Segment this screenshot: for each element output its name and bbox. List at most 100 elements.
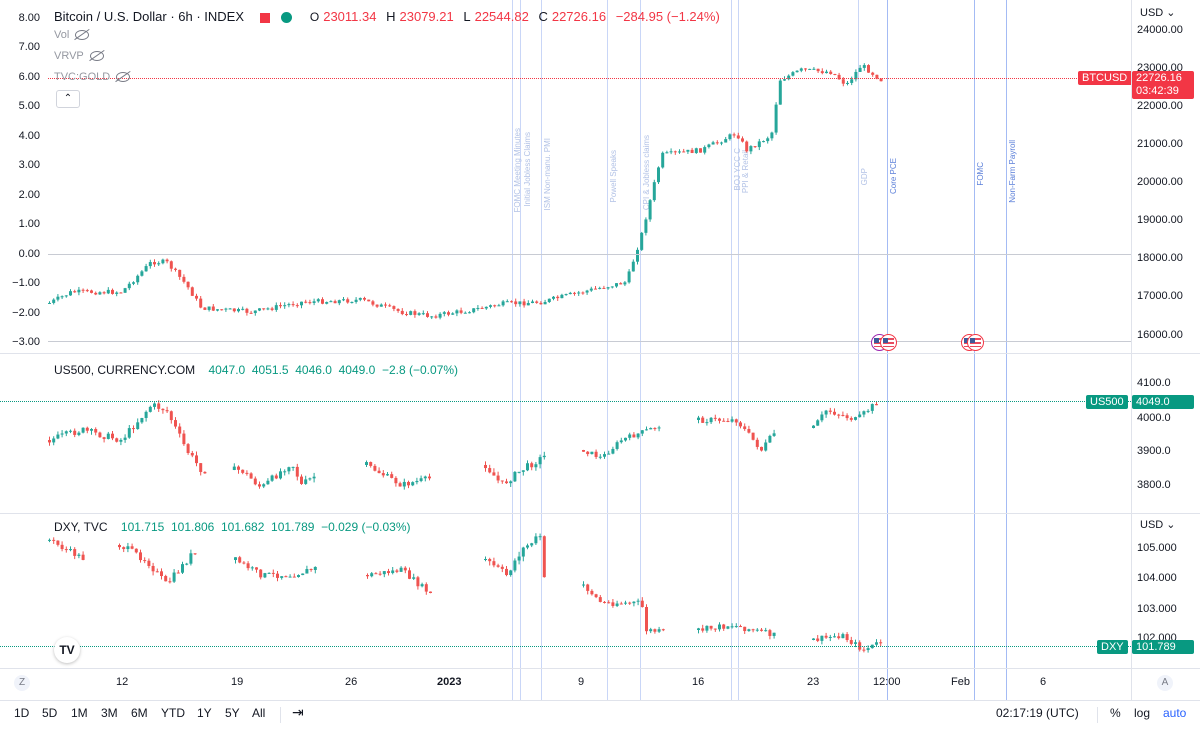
percent-scale-button[interactable]: % [1110,706,1121,720]
candle-body [496,565,500,567]
range-5d-button[interactable]: 5D [42,706,58,720]
candle-body [743,426,747,430]
market-status-icon[interactable] [281,12,293,24]
range-1d-button[interactable]: 1D [14,706,30,720]
candle-body [102,437,106,439]
candle-body [764,630,768,632]
us500-title[interactable]: US500, CURRENCY.COM [54,363,196,377]
x-axis-label: Feb [951,676,970,688]
candle-body [232,466,236,470]
range-3m-button[interactable]: 3M [101,706,118,720]
candle-body [739,626,742,628]
goto-date-icon[interactable]: ⇥ [292,704,304,720]
candle-body [73,291,77,293]
pane-divider[interactable] [0,513,1200,514]
candle-body [816,638,820,641]
candle-body [288,576,292,578]
eye-hidden-icon[interactable] [89,51,104,61]
candle-body [77,554,81,556]
log-scale-button[interactable]: log [1134,706,1151,720]
eye-hidden-icon[interactable] [75,30,90,40]
candle-body [820,635,824,641]
currency-dropdown[interactable]: USD ⌄ [1140,6,1176,19]
indicator-name: VRVP [54,50,84,62]
candle-body [718,624,721,630]
candle-body [845,415,849,419]
candle-body [123,288,127,293]
candle-body [513,471,517,482]
candle-body [497,305,501,307]
candle-body [828,410,832,412]
right-axis-label: 17000.00 [1137,290,1183,302]
candle-body [624,602,627,604]
symbol-color-swatch[interactable] [259,12,270,23]
range-1y-button[interactable]: 1Y [197,706,212,720]
candle-body [833,411,836,415]
candle-body [151,565,155,572]
candle-body [237,466,240,470]
event-line [731,0,732,700]
close-value: 22726.16 [551,9,607,24]
range-all-button[interactable]: All [252,706,266,720]
candle-body [94,292,98,295]
candle-body [862,411,866,415]
range-5y-button[interactable]: 5Y [225,706,240,720]
us500-axis-label: 4100.0 [1137,377,1171,389]
event-line [640,0,641,700]
candle-body [102,292,106,294]
indicator-gold[interactable]: TVC:GOLD [54,71,131,83]
candle-body [678,151,681,153]
symbol-title[interactable]: Bitcoin / U.S. Dollar · 6h · INDEX [54,9,244,24]
us-flag-icon[interactable] [967,334,984,351]
eye-hidden-icon[interactable] [116,72,131,82]
collapse-legend-button[interactable]: ⌃ [56,90,80,108]
dxy-title[interactable]: DXY, TVC [54,520,108,534]
candle-body [81,554,85,560]
candle-body [611,448,615,454]
auto-scale-button[interactable]: A [1157,675,1173,691]
candle-body [241,469,245,473]
reset-zoom-button[interactable]: Z [14,675,30,691]
candle-body [505,568,508,576]
candle-body [812,68,816,70]
candle-body [168,581,172,583]
dxy-axis-label: 105.000 [1137,542,1177,554]
candle-body [190,452,194,456]
candle-body [543,302,547,305]
dxy-currency-dropdown[interactable]: USD ⌄ [1140,518,1176,531]
candle-body [709,417,713,423]
chevron-up-icon: ⌃ [63,93,73,104]
candle-body [505,301,509,303]
x-axis-label: 23 [807,676,820,688]
indicator-name: TVC:GOLD [54,71,111,83]
candle-body [799,68,803,71]
candle-body [69,291,72,296]
candle-body [526,545,529,548]
candle-body [657,167,660,183]
candle-body [312,476,316,479]
range-ytd-button[interactable]: YTD [161,706,185,720]
left-axis-label: −2.00 [12,307,40,319]
candle-body [77,432,81,435]
indicator-vol[interactable]: Vol [54,29,90,41]
range-6m-button[interactable]: 6M [131,706,148,720]
event-line [512,0,513,700]
indicator-vrvp[interactable]: VRVP [54,50,104,62]
pane-divider[interactable] [0,353,1200,354]
auto-scale-toggle[interactable]: auto [1163,706,1187,720]
candle-body [824,410,828,415]
candle-body [190,287,194,296]
candle-body [875,74,879,79]
clock-timezone[interactable]: 02:17:19 (UTC) [996,706,1079,720]
tradingview-logo-icon[interactable]: TV [54,637,80,663]
candle-body [245,308,249,313]
x-axis-label: 16 [692,676,705,688]
candle-body [405,314,408,316]
candle-body [768,435,772,443]
us-flag-icon[interactable] [880,334,897,351]
event-line [858,0,859,700]
candle-body [60,433,64,435]
candle-body [530,463,534,468]
range-1m-button[interactable]: 1M [71,706,88,720]
candle-body [106,289,110,294]
